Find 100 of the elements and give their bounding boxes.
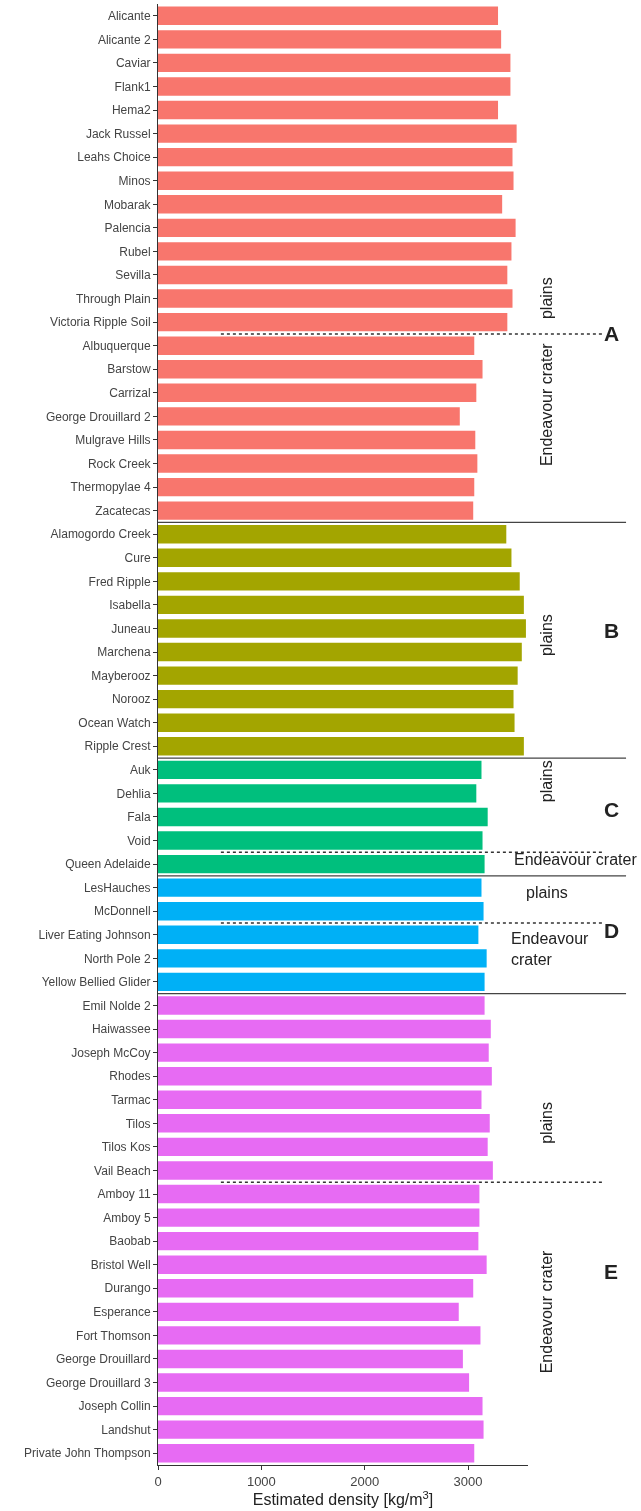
bar — [158, 77, 511, 96]
bar — [158, 1067, 492, 1086]
bar — [158, 1255, 487, 1274]
y-tick-label: Alicante 2 — [97, 32, 151, 47]
text: plains — [537, 614, 555, 657]
y-tick-label: Mobarak — [103, 197, 152, 212]
bar — [158, 53, 511, 73]
y-tick-label: Fala — [127, 810, 151, 825]
bar — [158, 1090, 482, 1109]
y-tick-label: Auk — [129, 763, 152, 778]
bar — [158, 972, 485, 992]
bar — [158, 218, 516, 238]
y-tick-label: Void — [127, 833, 151, 848]
y-tick-label: George Drouillard 2 — [45, 409, 151, 424]
annotation: Endeavour crater — [514, 851, 638, 868]
y-tick-label: Liver Eating Johnson — [38, 928, 151, 942]
y-tick-label: Emil Nolde 2 — [82, 998, 151, 1013]
text: B — [604, 619, 620, 642]
y-tick-label: Amboy 5 — [103, 1210, 151, 1225]
bar — [158, 1302, 459, 1322]
bar — [158, 760, 482, 780]
y-tick-label: Zacatecas — [95, 503, 151, 518]
y-tick-label: Thermopylae 4 — [70, 480, 151, 495]
bar — [158, 642, 522, 662]
y-tick-label: Minos — [118, 173, 151, 188]
bar — [158, 1043, 489, 1062]
bar — [158, 30, 502, 49]
bar — [158, 1279, 474, 1298]
y-tick-label: Caviar — [115, 56, 151, 71]
y-tick-label: Mulgrave Hills — [75, 433, 151, 448]
bar — [158, 477, 475, 497]
bar — [158, 1373, 470, 1392]
y-tick-label: Through Plain — [75, 291, 151, 306]
bar — [158, 430, 476, 450]
bar — [158, 831, 483, 850]
y-tick-label: Sevilla — [115, 268, 151, 283]
bar — [158, 572, 520, 591]
bar — [158, 854, 485, 874]
bar — [158, 996, 485, 1015]
y-tick-label: McDonnell — [93, 904, 151, 919]
y-tick-label: George Drouillard — [55, 1352, 151, 1367]
y-tick-label: Mayberooz — [91, 668, 151, 683]
bar — [158, 360, 483, 379]
annotation: plains — [526, 884, 568, 901]
bar — [158, 242, 512, 261]
text: Endeavour crater — [537, 1249, 555, 1374]
text: D — [604, 919, 620, 942]
y-tick-label: Yellow Bellied Glider — [41, 975, 151, 990]
y-tick-label: Rock Creek — [87, 456, 152, 471]
bar — [158, 1231, 479, 1251]
bar — [158, 807, 488, 827]
bar — [158, 454, 478, 473]
y-tick-label: Queen Adelaide — [65, 857, 151, 872]
bar — [158, 1349, 463, 1369]
annotation: Endeavour crater — [511, 930, 590, 968]
bar — [158, 902, 484, 921]
text: plains — [538, 1102, 556, 1144]
bar — [158, 383, 477, 402]
y-tick-label: Amboy 11 — [97, 1187, 151, 1202]
bar — [158, 6, 499, 25]
bar — [158, 100, 499, 120]
bar — [158, 548, 512, 567]
bar — [158, 312, 508, 332]
y-tick-label: Ripple Crest — [84, 739, 152, 754]
y-tick-label: George Drouillard 3 — [45, 1375, 151, 1390]
bar — [158, 501, 474, 520]
bar — [158, 1396, 483, 1416]
y-tick-label: North Pole 2 — [83, 951, 151, 966]
y-tick-label: Joseph McCoy — [71, 1045, 151, 1060]
bar — [158, 171, 514, 190]
y-tick-label: Haiwassee — [91, 1022, 151, 1037]
bar — [158, 147, 513, 167]
y-tick-label: Tilos Kos — [101, 1140, 151, 1155]
text: plains — [537, 277, 555, 320]
bar — [158, 1444, 475, 1463]
y-tick-label: Ocean Watch — [78, 715, 151, 730]
y-tick-label: Durango — [104, 1281, 151, 1296]
y-tick-label: Isabella — [109, 598, 151, 613]
y-tick-label: Marchena — [97, 645, 151, 660]
bar — [158, 925, 479, 944]
bar — [158, 1137, 488, 1157]
y-tick-label: Victoria Ripple Soil — [50, 315, 151, 330]
bar — [158, 336, 475, 355]
bar — [158, 1208, 480, 1227]
bar — [158, 1420, 484, 1439]
bar — [158, 1326, 481, 1345]
y-tick-label: Tarmac — [111, 1092, 151, 1107]
x-tick-label: 0 — [154, 1473, 162, 1489]
x-axis-title: Estimated density [kg/m$^{3}$] — [252, 1488, 434, 1509]
bar — [158, 195, 503, 214]
bar — [158, 949, 487, 968]
bar — [158, 1019, 491, 1039]
bar — [158, 713, 515, 732]
x-tick-label: 1000 — [246, 1473, 276, 1489]
y-tick-label: Carrizal — [109, 386, 151, 401]
y-tick-label: Hema2 — [111, 103, 151, 118]
y-tick-label: Fort Thomson — [76, 1328, 151, 1343]
y-tick-label: Jack Russel — [85, 126, 151, 141]
bar — [158, 525, 507, 544]
y-tick-label: Palencia — [104, 221, 151, 236]
